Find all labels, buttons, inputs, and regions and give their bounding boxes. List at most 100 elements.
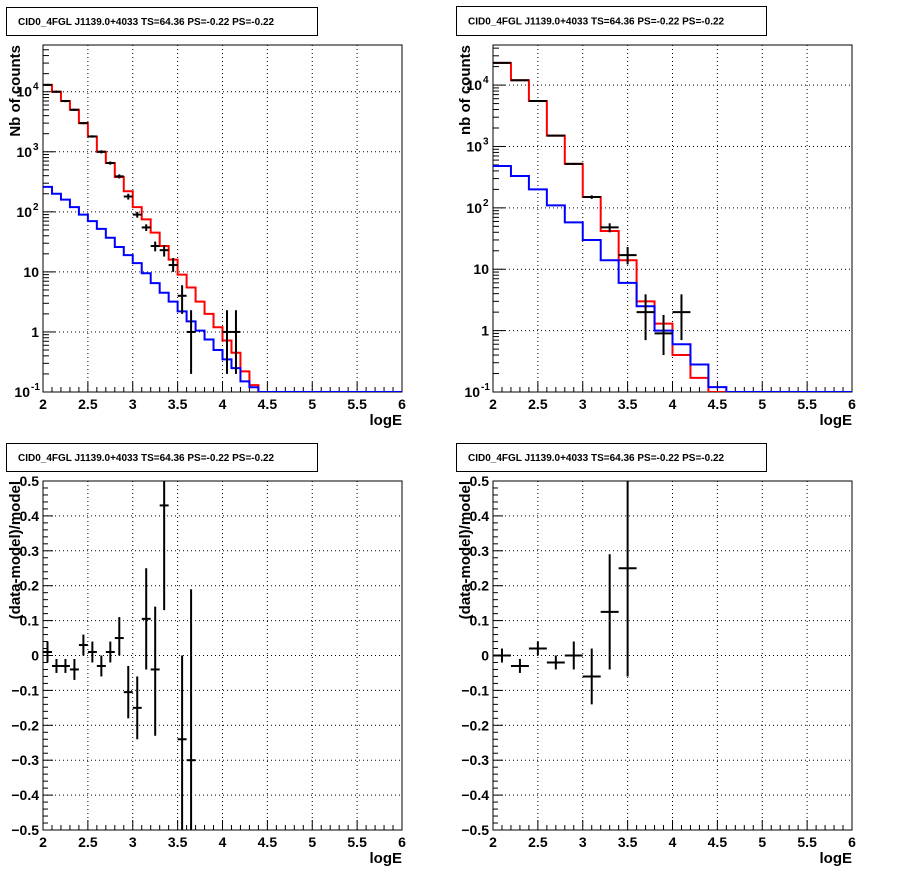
histogram-series-2 — [43, 185, 402, 392]
x-tick-label: 4 — [669, 396, 677, 412]
y-tick-label: −0.4 — [11, 787, 39, 803]
data-point — [186, 310, 196, 374]
data-point — [186, 589, 196, 830]
x-tick-label: 2 — [39, 834, 47, 850]
data-point — [78, 122, 88, 125]
data-point — [177, 285, 187, 314]
data-point — [96, 150, 106, 154]
y-tick-label: 0.5 — [20, 473, 40, 489]
x-tick-label: 5.5 — [347, 396, 367, 412]
y-tick-label: 10 — [473, 261, 489, 277]
data-point — [564, 162, 583, 165]
grid — [493, 481, 852, 830]
data-point — [105, 161, 115, 165]
y-tick-label: 0.4 — [20, 508, 40, 524]
data-point — [141, 224, 151, 231]
data-point — [546, 655, 565, 670]
data-point — [528, 100, 547, 103]
y-axis-title: (data-model)/model — [7, 481, 24, 619]
data-point — [231, 310, 241, 374]
y-tick-label: 10 — [16, 204, 32, 220]
x-tick-label: 3 — [579, 396, 587, 412]
y-tick-exponent: 2 — [483, 198, 489, 209]
data-point — [60, 99, 70, 103]
y-tick-label: −0.3 — [11, 752, 39, 768]
data-point — [654, 314, 673, 356]
y-tick-label: 10 — [466, 200, 482, 216]
y-tick-label: 0.1 — [20, 613, 40, 629]
data-point — [60, 658, 70, 673]
x-tick-label: 5.5 — [797, 396, 817, 412]
data-layer — [493, 61, 852, 392]
histogram-series-2 — [493, 165, 852, 392]
y-tick-label: 10 — [14, 384, 30, 400]
data-point — [168, 258, 178, 272]
y-tick-label: 0.2 — [470, 578, 490, 594]
y-tick-label: 0.4 — [470, 508, 490, 524]
data-point — [222, 310, 232, 374]
data-point — [582, 195, 601, 199]
x-tick-label: 2 — [39, 396, 47, 412]
x-tick-label: 4.5 — [708, 834, 728, 850]
y-tick-exponent: 3 — [483, 136, 489, 147]
y-tick-label: 10 — [466, 138, 482, 154]
x-tick-label: 4 — [669, 834, 677, 850]
x-tick-label: 2.5 — [528, 396, 548, 412]
y-axis-title: (data-model)/model — [457, 481, 474, 619]
data-layer — [493, 481, 637, 705]
y-tick-exponent: 4 — [33, 82, 39, 93]
x-tick-label: 2.5 — [78, 396, 98, 412]
grid — [43, 481, 402, 830]
title-box — [6, 443, 318, 472]
y-axis-title: nb of counts — [457, 45, 474, 135]
title-box — [456, 443, 767, 472]
chart-panel-2: CID0_4FGL J1139.0+4033 TS=64.36 PS=-0.22… — [456, 6, 856, 429]
y-tick-label: 0.1 — [470, 613, 490, 629]
data-point — [105, 641, 115, 663]
data-point — [69, 658, 79, 680]
data-point — [493, 648, 511, 663]
y-tick-label: −0.5 — [461, 822, 489, 838]
x-tick-label: 2.5 — [78, 834, 98, 850]
data-layer — [43, 481, 196, 830]
y-tick-label: −0.2 — [11, 717, 39, 733]
data-point — [87, 135, 97, 138]
data-point — [123, 665, 133, 719]
data-point — [177, 655, 187, 830]
y-tick-label: 10 — [464, 384, 480, 400]
y-tick-label: 10 — [466, 77, 482, 93]
data-point — [510, 79, 529, 82]
data-point — [43, 641, 52, 663]
x-tick-label: 2 — [489, 834, 497, 850]
data-point — [636, 294, 655, 341]
x-tick-label: 6 — [848, 396, 856, 412]
y-tick-label: 0.3 — [470, 543, 490, 559]
y-tick-label: −0.5 — [11, 822, 39, 838]
chart-title: CID0_4FGL J1139.0+4033 TS=64.36 PS=-0.22… — [18, 453, 275, 464]
data-point — [159, 245, 169, 257]
chart-title: CID0_4FGL J1139.0+4033 TS=64.36 PS=-0.22… — [18, 17, 275, 28]
chart-title: CID0_4FGL J1139.0+4033 TS=64.36 PS=-0.22… — [468, 17, 725, 28]
data-layer — [43, 83, 402, 392]
x-tick-label: 4 — [219, 396, 227, 412]
x-tick-label: 5.5 — [797, 834, 817, 850]
chart-panel-1: CID0_4FGL J1139.0+4033 TS=64.36 PS=-0.22… — [6, 7, 406, 429]
data-point — [618, 247, 637, 265]
data-point — [132, 676, 142, 740]
y-axis-title: Nb of counts — [7, 45, 24, 137]
y-tick-exponent: 3 — [33, 142, 39, 153]
x-tick-label: 2.5 — [528, 834, 548, 850]
data-point — [87, 641, 97, 663]
data-point — [600, 554, 619, 670]
chart-title: CID0_4FGL J1139.0+4033 TS=64.36 PS=-0.22… — [468, 453, 725, 464]
y-tick-label: −0.4 — [461, 787, 489, 803]
x-tick-label: 4.5 — [708, 396, 728, 412]
y-tick-exponent: -1 — [481, 382, 490, 393]
x-axis-title: logE — [820, 850, 853, 867]
x-tick-label: 3 — [579, 834, 587, 850]
x-tick-label: 3 — [129, 834, 137, 850]
data-point — [123, 193, 133, 200]
x-tick-label: 4 — [219, 834, 227, 850]
data-point — [51, 90, 61, 93]
